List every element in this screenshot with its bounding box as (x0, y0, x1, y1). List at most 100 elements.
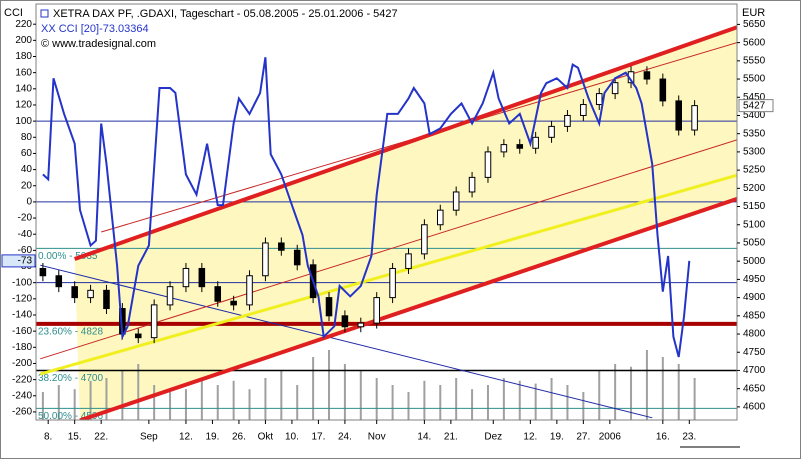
candle-body (468, 176, 476, 193)
candle-body (341, 315, 349, 328)
x-tick-label: 14. (417, 432, 431, 443)
volume-bar (407, 392, 410, 420)
y-tick-label: 180 (15, 51, 32, 62)
fib-label: 0.00% - 5035 (38, 251, 98, 262)
volume-bar (57, 385, 60, 420)
volume-bar (502, 378, 505, 420)
y-tick-label: -220 (12, 374, 32, 385)
candle-body (389, 267, 396, 299)
candle-body (39, 267, 47, 277)
y-axis-title: CCI (4, 7, 23, 19)
x-tick-label: 22. (94, 432, 108, 443)
y-tick-label: -260 (12, 407, 32, 418)
candle-body (246, 275, 253, 306)
cci-line (42, 57, 691, 358)
y2-tick-label: 4950 (743, 274, 766, 285)
volume-bar (677, 364, 680, 420)
trend-line (79, 196, 737, 420)
fib-label: 38.20% - 4700 (38, 373, 103, 384)
candle-body (500, 144, 508, 153)
volume-bar (216, 385, 219, 420)
volume-bar (391, 385, 394, 420)
candle-body (405, 253, 412, 269)
y-tick-label: -60 (18, 245, 33, 256)
volume-bar (169, 392, 172, 420)
volume-bar (200, 378, 203, 420)
cci-marker-box (1, 254, 36, 268)
price-marker-box (738, 99, 774, 113)
volume-bar (566, 385, 569, 420)
candle-body (134, 333, 142, 339)
volume-bar (550, 378, 553, 420)
x-tick-label: 2006 (599, 432, 622, 443)
candle-body (564, 114, 571, 127)
candle-body (325, 297, 333, 317)
y2-tick-label: 4600 (743, 402, 766, 413)
candle-body (166, 286, 174, 306)
chart-title: XETRA DAX PF, .GDAXI, Tageschart - 05.08… (53, 8, 398, 20)
x-tick-label: 15. (68, 432, 82, 443)
fib-label: 50.00% - 4596 (38, 411, 103, 422)
volume-bar (296, 385, 299, 420)
x-tick-label: 12. (523, 432, 537, 443)
volume-bar (693, 378, 696, 420)
y2-tick-label: 5250 (743, 165, 766, 176)
x-tick-label: Okt (258, 432, 274, 443)
icon (40, 9, 49, 18)
candle-body (580, 104, 587, 116)
volume-bar (41, 392, 44, 420)
y2-tick-label: 4900 (743, 292, 766, 303)
volume-bar (645, 350, 648, 420)
candle-body (103, 289, 110, 310)
y2-tick-label: 5200 (743, 183, 766, 194)
x-tick-label: 19. (550, 432, 564, 443)
volume-bar (486, 385, 489, 420)
volume-bar (423, 380, 426, 420)
x-tick-label: 12. (179, 432, 193, 443)
y2-tick-label: 4800 (743, 329, 766, 340)
y-tick-label: 220 (15, 19, 32, 30)
candle-body (659, 78, 667, 102)
x-tick-label: 23. (682, 432, 696, 443)
candle-body (421, 224, 428, 255)
x-tick-label: 16. (656, 432, 670, 443)
source: © www.tradesignal.com (41, 38, 156, 50)
x-tick-label: 8. (44, 432, 52, 443)
y-tick-label: -180 (12, 342, 32, 353)
y2-tick-label: 5050 (743, 238, 766, 249)
x-tick-label: Sep (140, 432, 158, 443)
volume-bar (73, 389, 76, 420)
volume-bar (264, 378, 267, 420)
y-tick-label: 0 (26, 197, 32, 208)
volume-bar (312, 357, 315, 420)
volume-bar (661, 357, 664, 420)
volume-bar (89, 380, 92, 420)
y2-tick-label: 5600 (743, 37, 766, 48)
y2-tick-label: 5100 (743, 219, 766, 230)
volume-bar (614, 364, 617, 420)
candle-body (150, 304, 158, 339)
volume-bar (534, 383, 537, 420)
trend-line (39, 173, 737, 376)
y-tick-label: 40 (21, 164, 33, 175)
candle-body (198, 267, 206, 288)
candle-body (516, 144, 524, 149)
channel-fill (74, 27, 737, 420)
x-tick-label: 27. (576, 432, 590, 443)
x-tick-label: 24. (338, 432, 352, 443)
y-tick-label: 60 (21, 148, 33, 159)
y2-tick-label: 5000 (743, 256, 766, 267)
candle-body (262, 242, 269, 277)
x-tick-label: 26. (232, 432, 246, 443)
x-tick-label: 17. (311, 432, 325, 443)
candle-body (278, 242, 285, 251)
volume-bar (328, 350, 331, 420)
candle-body (675, 100, 682, 131)
candle-body (71, 286, 78, 299)
candle-body (230, 300, 237, 306)
y-tick-label: -160 (12, 326, 32, 337)
volume-bar (359, 371, 362, 420)
volume-bar (184, 389, 187, 420)
y2-tick-label: 5650 (743, 19, 766, 30)
y-tick-label: -240 (12, 390, 32, 401)
